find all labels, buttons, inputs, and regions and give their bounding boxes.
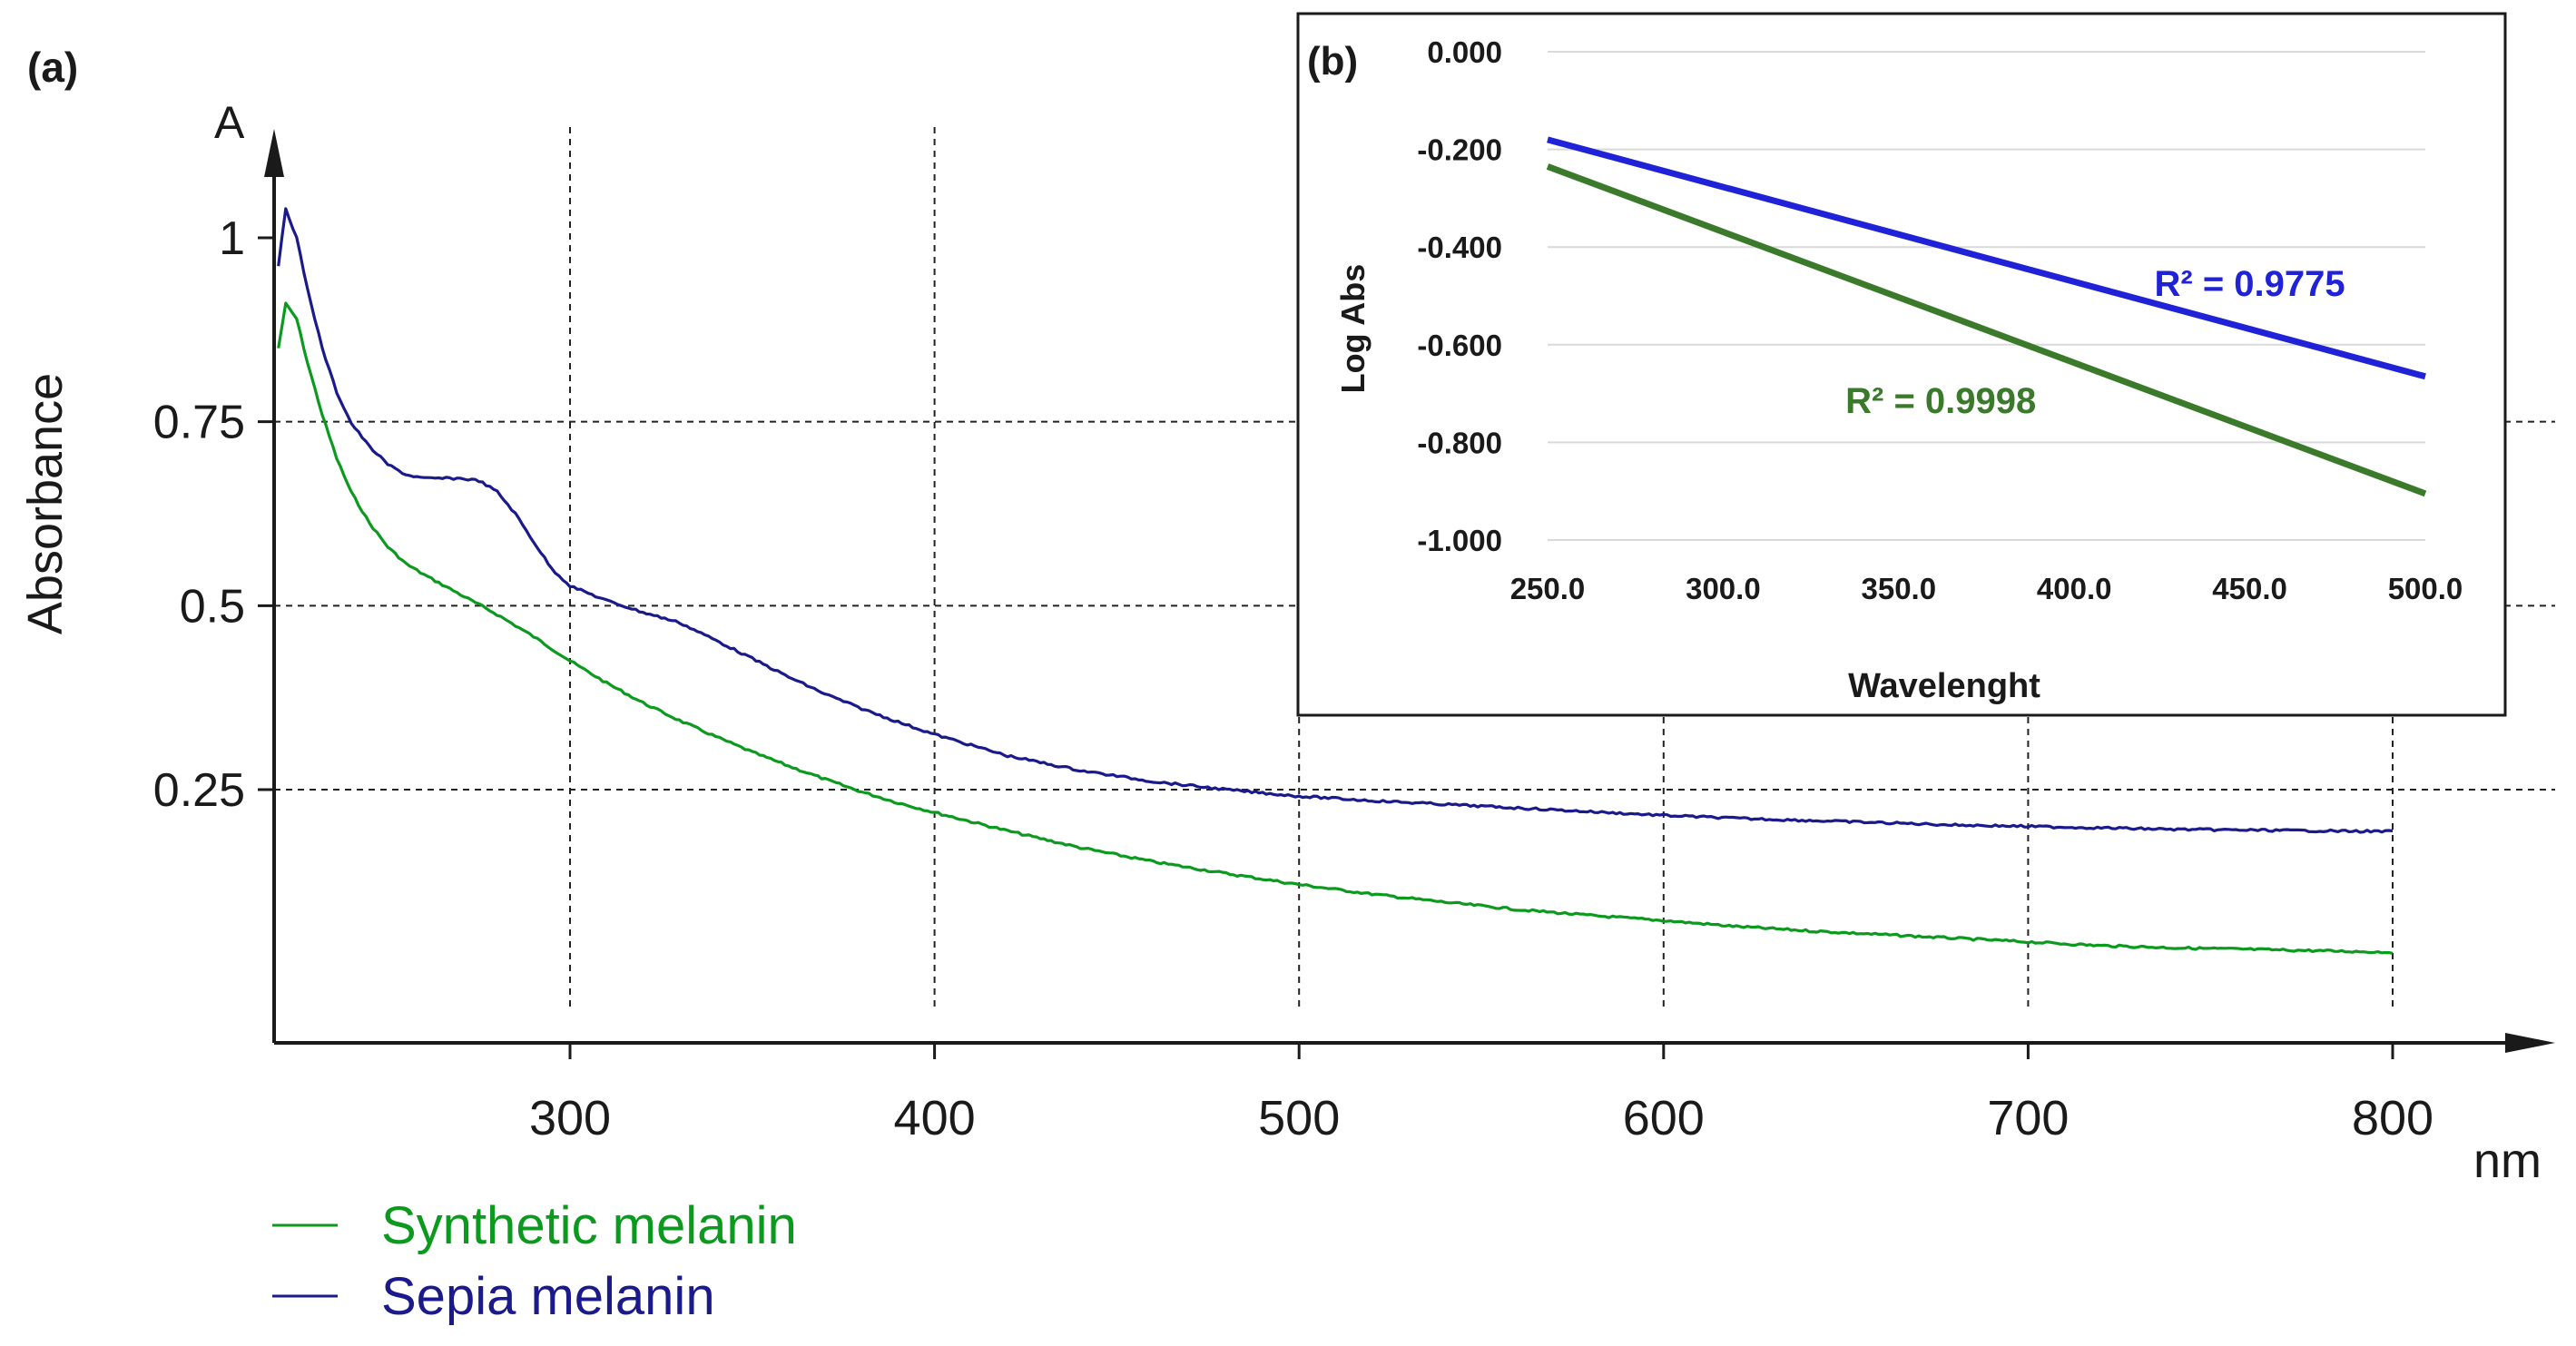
panel-a-y-ticks: 0.25 0.5 0.75 1 [153,212,274,817]
panel-a-xtick-label-500: 500 [1258,1091,1340,1145]
panel-b-xtick-label-350.0: 350.0 [1862,572,1937,605]
panel-b-ytick-label--0.800: -0.800 [1417,426,1502,459]
panel-a-series [277,207,2394,955]
panel-a-xtick-label-300: 300 [529,1091,611,1145]
panel-b-ytick-label-0.000: 0.000 [1427,35,1502,69]
panel-b-xtick-label-500.0: 500.0 [2388,572,2463,605]
panel-a-ytick-label-0.25: 0.25 [153,764,245,817]
panel-b-y-ticks: 0.000 -0.200 -0.400 -0.600 -0.800 -1.000 [1417,35,1502,557]
panel-b-series: R² = 0.9775 R² = 0.9998 [1546,136,2427,497]
panel-b: (b) 0.000-0.200-0.400-0.600-0.800-1.000 … [1296,12,2507,717]
panel-b-x-axis-label: Wavelenght [1848,667,2040,705]
panel-a-y-axis-label: Absorbance [18,373,73,634]
panel-a-xtick-label-600: 600 [1623,1091,1705,1145]
panel-a-x-ticks: 300 400 500 600 700 800 [529,1043,2433,1145]
panel-b-xtick-label-450.0: 450.0 [2212,572,2287,605]
panel-b-ytick-label--0.400: -0.400 [1417,231,1502,264]
panel-a-ytick-label-0.75: 0.75 [153,397,245,449]
panel-b-ytick-label--0.600: -0.600 [1417,329,1502,362]
panel-a-xtick-label-700: 700 [1987,1091,2069,1145]
panel-b-xtick-label-250.0: 250.0 [1510,572,1586,605]
panel-b-label: (b) [1307,39,1358,84]
series-sepia-melanin-line [277,207,2394,834]
panel-a-ytick-label-0.5: 0.5 [180,580,245,633]
panel-b-y-axis-label: Log Abs [1334,264,1372,394]
panel-b-ytick-label--1.000: -1.000 [1417,524,1502,557]
panel-a-x-axis-label: nm [2473,1134,2542,1188]
legend-label-sepia: Sepia melanin [381,1267,715,1326]
panel-b-frame [1296,12,2507,717]
legend-label-synthetic: Synthetic melanin [381,1196,797,1255]
panel-b-xtick-label-400.0: 400.0 [2037,572,2112,605]
series-synthetic-melanin-line [277,301,2394,955]
panel-a-xtick-label-800: 800 [2352,1091,2433,1145]
panel-b-sepia-fit-line [1547,136,2426,380]
panel-a-y-unit-label: A [214,97,245,148]
panel-b-xtick-label-300.0: 300.0 [1686,572,1761,605]
panel-a-xtick-label-400: 400 [894,1091,976,1145]
panel-b-x-ticks: 250.0 300.0 350.0 400.0 450.0 500.0 [1510,572,2463,605]
panel-b-ytick-label--0.200: -0.200 [1417,133,1502,167]
legend: Synthetic melanin Sepia melanin [272,1196,797,1326]
panel-a-label: (a) [27,44,78,91]
panel-a-y-axis-arrow [264,129,284,177]
panel-b-grid [1548,51,2425,541]
panel-a-ytick-label-1: 1 [219,212,245,265]
panel-b-r2-synthetic: R² = 0.9998 [1845,381,2036,421]
panel-b-synthetic-fit-line [1546,163,2427,497]
panel-b-r2-sepia: R² = 0.9775 [2155,264,2345,304]
panel-a-x-axis-arrow [2505,1033,2555,1053]
